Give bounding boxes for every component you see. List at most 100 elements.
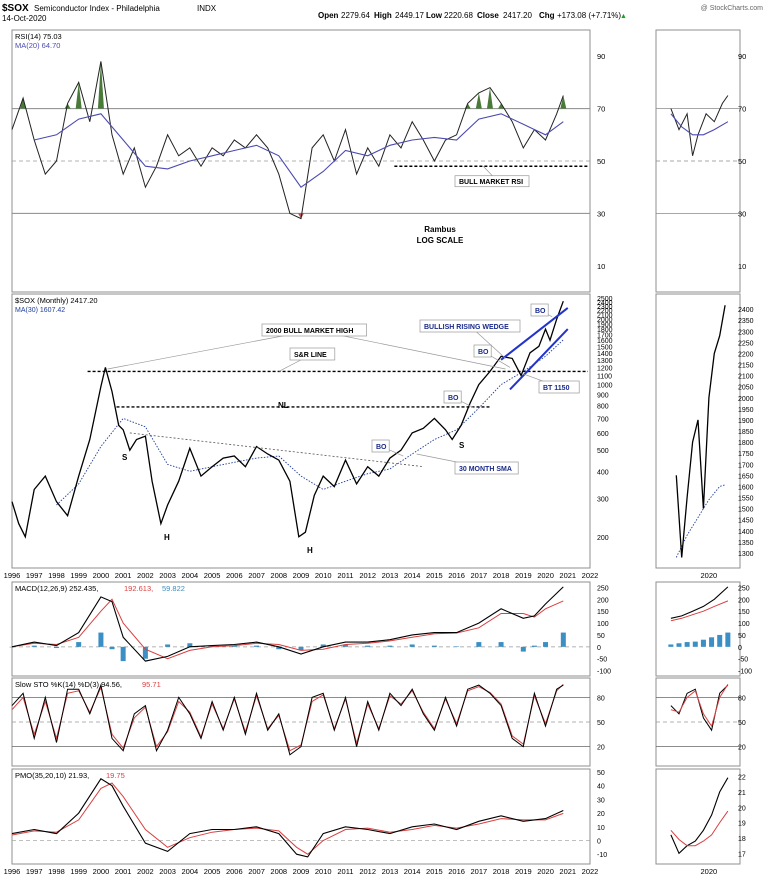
sr-callout-label: S&R LINE (294, 352, 327, 359)
bull-high-callout-pointer (314, 329, 506, 370)
macd-hist-legend: 59.822 (162, 584, 185, 593)
x-tick-label: 2020 (537, 571, 554, 580)
price-line (11, 300, 564, 539)
pmo-y-tick-label: 40 (597, 784, 605, 791)
x-tick-label: 2013 (382, 867, 399, 876)
price-inset-y-tick-label: 2150 (738, 363, 754, 370)
wedge-lower (509, 328, 569, 391)
price-y-tick-label: 1100 (597, 374, 612, 381)
stoch-inset-d-line (670, 684, 729, 728)
low-label: Low (426, 11, 443, 20)
shoulder-right-label: S (459, 441, 465, 450)
log-scale-label: LOG SCALE (417, 236, 464, 245)
price-inset-line (675, 305, 726, 558)
macd-hist-bar (53, 646, 59, 649)
x-tick-label: 2013 (382, 571, 399, 580)
pmo-line (11, 778, 564, 858)
macd-hist-bar (209, 645, 215, 647)
price-y-tick-label: 1900 (597, 322, 613, 329)
macd-hist-bar (320, 644, 326, 647)
macd-y-tick-label: 150 (597, 609, 609, 616)
stoch-d-legend: 95.71 (142, 680, 161, 689)
price-y-tick-label: 1000 (597, 383, 613, 390)
pmo-y-tick-label: 20 (597, 811, 605, 818)
rsi-overbought-fill (75, 82, 82, 109)
bo-callout-2013-box (371, 439, 390, 453)
price-inset-y-tick-label: 2050 (738, 385, 754, 392)
pmo-inset-y-tick-label: 19 (738, 821, 746, 828)
x-tick-label: 1996 (4, 867, 21, 876)
macd-inset-y-tick-label: 50 (738, 633, 746, 640)
price-y-tick-label: 1400 (597, 351, 613, 358)
x-tick-label: 2016 (448, 571, 465, 580)
macd-inset-hist-bar (684, 642, 690, 647)
macd-inset-y-tick-label: 0 (738, 645, 742, 652)
pmo-inset-y-tick-label: 21 (738, 790, 746, 797)
x-tick-label: 2003 (159, 571, 176, 580)
price-ma-legend: MA(30) 1607.42 (15, 307, 65, 314)
x-tick-label: 2014 (404, 867, 421, 876)
bt-callout-box (538, 380, 580, 394)
inset-frame (655, 581, 741, 677)
rsi-overbought-fill (20, 98, 27, 109)
macd-hist-bar (276, 646, 282, 650)
author-label: Rambus (424, 225, 456, 234)
macd-hist-bar (498, 642, 504, 647)
macd-inset-y-tick-label: 150 (738, 609, 750, 616)
macd-hist-bar (431, 645, 437, 647)
bo-callout-2016-label: BO (448, 395, 459, 402)
chg-up-icon: ▲ (620, 13, 627, 20)
x-tick-label: 2009 (293, 571, 310, 580)
price-y-tick-label: 500 (597, 448, 609, 455)
bull-high-callout-pointer (107, 329, 315, 370)
price-inset-y-tick-label: 1350 (738, 540, 754, 547)
macd-hist-bar (254, 645, 260, 647)
macd-hist-bar (409, 644, 415, 647)
price-inset-y-tick-label: 1850 (738, 429, 754, 436)
x-tick-label: 2004 (182, 571, 199, 580)
macd-inset-y-tick-label: 250 (738, 585, 750, 592)
price-legend: $SOX (Monthly) 2417.20 (15, 296, 98, 305)
symbol: $SOX (2, 3, 29, 14)
open-label: Open (318, 11, 339, 20)
rsi-overbought-fill (560, 95, 567, 109)
macd-inset-y-tick-label: -100 (738, 669, 752, 676)
stoch-inset-y-tick-label: 50 (738, 720, 746, 727)
chg-value: +173.08 (+7.71%) (557, 11, 621, 20)
trend-line (129, 432, 424, 468)
bo-callout-2013-label: BO (376, 444, 387, 451)
x-tick-label: 2002 (137, 571, 154, 580)
pmo-y-tick-label: -10 (597, 852, 607, 859)
macd-hist-bar (165, 644, 171, 647)
x-tick-label: 2006 (226, 571, 243, 580)
rsi-ma-line (34, 113, 564, 188)
x-tick-label: 1999 (70, 571, 87, 580)
price-inset-y-tick-label: 2100 (738, 374, 754, 381)
x-tick-label: 2003 (159, 867, 176, 876)
pmo-y-tick-label: 0 (597, 838, 601, 845)
panel-frame (11, 293, 591, 569)
macd-hist-bar (231, 645, 237, 647)
x-tick-label: 2016 (448, 867, 465, 876)
inset-frame (655, 768, 741, 865)
x-tick-label: 1997 (26, 867, 43, 876)
price-y-tick-label: 200 (597, 535, 609, 542)
price-inset-y-tick-label: 1550 (738, 496, 754, 503)
pmo-inset-y-tick-label: 18 (738, 836, 746, 843)
pmo-inset-y-tick-label: 22 (738, 775, 746, 782)
macd-inset-hist-bar (725, 632, 731, 647)
rsi-overbought-fill (498, 103, 505, 109)
x-tick-label: 2002 (137, 867, 154, 876)
macd-inset-hist-bar (668, 644, 674, 647)
x-tick-label: 2007 (248, 571, 265, 580)
chart-date: 14-Oct-2020 (2, 14, 47, 23)
rsi-ma-legend: MA(20) 64.70 (15, 41, 60, 50)
bo-callout-2018-box (473, 344, 492, 358)
price-y-tick-label: 1800 (597, 327, 613, 334)
price-inset-y-tick-label: 1600 (738, 484, 754, 491)
stoch-y-tick-label: 50 (597, 720, 605, 727)
macd-hist-bar (98, 632, 104, 647)
price-inset-y-tick-label: 1800 (738, 440, 754, 447)
macd-hist-bar (543, 642, 549, 647)
